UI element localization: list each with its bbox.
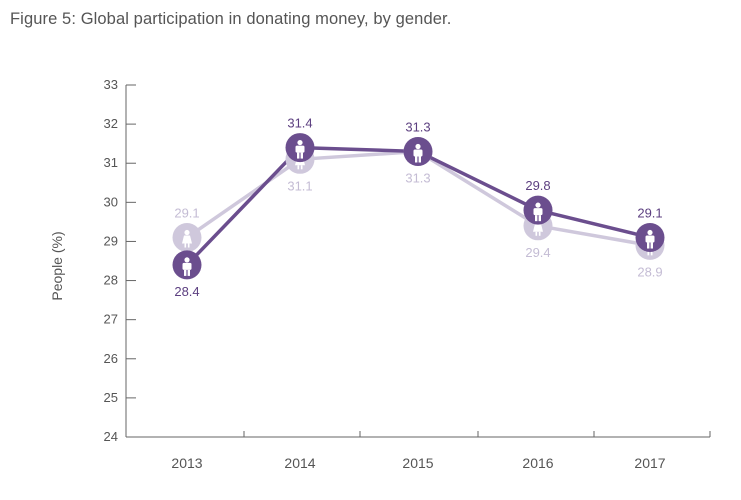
- men-value-label: 28.4: [174, 284, 199, 299]
- men-value-label: 31.3: [405, 119, 430, 134]
- person-body: [413, 149, 423, 157]
- men-value-label: 29.1: [637, 206, 662, 221]
- y-tick-label: 29: [104, 233, 118, 248]
- person-leg: [535, 215, 538, 222]
- y-tick-label: 30: [104, 194, 118, 209]
- person-head: [184, 257, 190, 263]
- x-tick-label: 2015: [402, 455, 433, 471]
- series-layer: 29.1 31.1 31.3 29.4 28.9 28.4 31.4 31.3 29.8 29.1: [172, 116, 665, 299]
- person-body: [182, 235, 192, 244]
- person-leg: [647, 251, 650, 256]
- person-leg: [650, 251, 653, 256]
- person-leg: [184, 269, 187, 276]
- person-head: [647, 229, 653, 236]
- person-leg: [187, 243, 190, 248]
- person-leg: [187, 269, 190, 276]
- person-leg: [647, 242, 650, 249]
- men-value-label: 31.4: [287, 116, 312, 131]
- x-tick-label: 2017: [634, 455, 665, 471]
- person-body: [533, 208, 543, 216]
- women-value-label: 28.9: [637, 264, 662, 279]
- men-data-point: [403, 136, 433, 166]
- y-axis-label: People (%): [49, 231, 65, 300]
- person-leg: [418, 156, 421, 163]
- y-tick-label: 28: [104, 273, 118, 288]
- person-leg: [300, 165, 303, 170]
- y-tick-label: 27: [104, 312, 118, 327]
- men-data-point: [172, 250, 202, 280]
- person-leg: [297, 165, 300, 170]
- men-data-point: [523, 195, 553, 225]
- person-leg: [184, 243, 187, 248]
- person-leg: [297, 152, 300, 159]
- men-data-point: [285, 133, 315, 163]
- chart-title: Figure 5: Global participation in donati…: [10, 10, 452, 28]
- men-value-label: 29.8: [525, 178, 550, 193]
- y-tick-label: 26: [104, 351, 118, 366]
- person-head: [297, 139, 303, 146]
- y-tick-label: 32: [104, 116, 118, 131]
- women-value-label: 29.1: [174, 206, 199, 221]
- person-leg: [300, 152, 303, 159]
- women-data-point: [172, 223, 202, 253]
- person-leg: [535, 231, 538, 236]
- person-leg: [650, 242, 653, 249]
- person-body: [533, 223, 543, 232]
- women-value-label: 31.3: [405, 170, 430, 185]
- person-leg: [538, 231, 541, 236]
- person-leg: [538, 215, 541, 222]
- y-tick-label: 33: [104, 77, 118, 92]
- men-data-point: [635, 223, 665, 253]
- person-body: [645, 235, 655, 243]
- person-head: [184, 229, 190, 236]
- person-body: [295, 145, 305, 153]
- person-head: [535, 202, 541, 208]
- person-head: [415, 143, 421, 150]
- x-tick-label: 2013: [171, 455, 202, 471]
- y-tick-label: 25: [104, 390, 118, 405]
- person-leg: [415, 156, 418, 163]
- women-value-label: 31.1: [287, 178, 312, 193]
- person-body: [182, 262, 192, 270]
- x-tick-label: 2014: [284, 455, 315, 471]
- axes: 24 25 26 27 28 29 30 31 32 33 2013 2014 2015 2016 2017: [104, 77, 711, 471]
- women-value-label: 29.4: [525, 245, 550, 260]
- y-tick-label: 31: [104, 155, 118, 170]
- y-tick-label: 24: [104, 429, 118, 444]
- x-tick-label: 2016: [522, 455, 553, 471]
